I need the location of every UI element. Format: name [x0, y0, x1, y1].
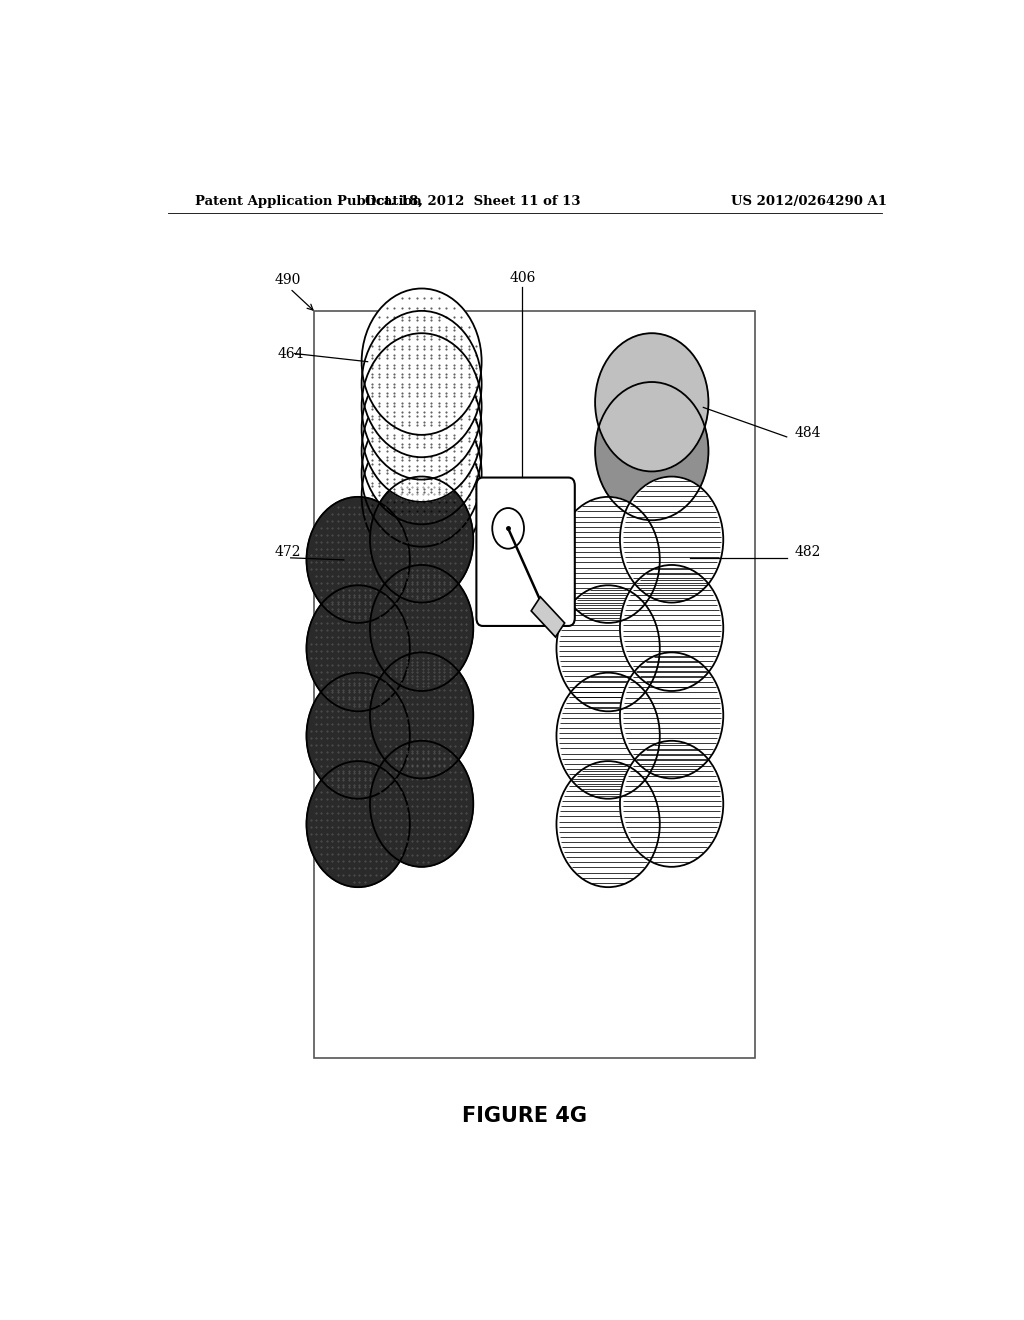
Ellipse shape	[620, 565, 723, 690]
Ellipse shape	[595, 333, 709, 471]
Text: US 2012/0264290 A1: US 2012/0264290 A1	[731, 195, 887, 209]
FancyBboxPatch shape	[476, 478, 574, 626]
Ellipse shape	[370, 565, 473, 690]
Ellipse shape	[556, 673, 659, 799]
Ellipse shape	[306, 496, 410, 623]
Ellipse shape	[361, 422, 481, 569]
Circle shape	[493, 508, 524, 549]
Bar	[314, 312, 755, 1057]
Ellipse shape	[620, 477, 723, 602]
Ellipse shape	[556, 585, 659, 711]
Ellipse shape	[620, 741, 723, 867]
Ellipse shape	[306, 762, 410, 887]
Ellipse shape	[306, 585, 410, 711]
Text: 464: 464	[278, 347, 304, 360]
Ellipse shape	[361, 355, 481, 502]
Ellipse shape	[370, 741, 473, 867]
Ellipse shape	[361, 378, 481, 524]
Ellipse shape	[361, 400, 481, 546]
Ellipse shape	[370, 652, 473, 779]
Text: Oct. 18, 2012  Sheet 11 of 13: Oct. 18, 2012 Sheet 11 of 13	[366, 195, 581, 209]
Ellipse shape	[595, 381, 709, 520]
Text: Patent Application Publication: Patent Application Publication	[196, 195, 422, 209]
Ellipse shape	[620, 652, 723, 779]
Ellipse shape	[556, 762, 659, 887]
Text: 472: 472	[274, 545, 301, 558]
Text: 406: 406	[509, 272, 536, 285]
Ellipse shape	[556, 496, 659, 623]
Ellipse shape	[361, 333, 481, 479]
Text: FIGURE 4G: FIGURE 4G	[462, 1106, 588, 1126]
Text: 484: 484	[795, 426, 821, 440]
Text: 482: 482	[795, 545, 821, 558]
Text: 490: 490	[274, 273, 301, 288]
Polygon shape	[531, 597, 564, 638]
Ellipse shape	[361, 312, 481, 457]
Ellipse shape	[361, 289, 481, 434]
Ellipse shape	[370, 477, 473, 602]
Ellipse shape	[306, 673, 410, 799]
